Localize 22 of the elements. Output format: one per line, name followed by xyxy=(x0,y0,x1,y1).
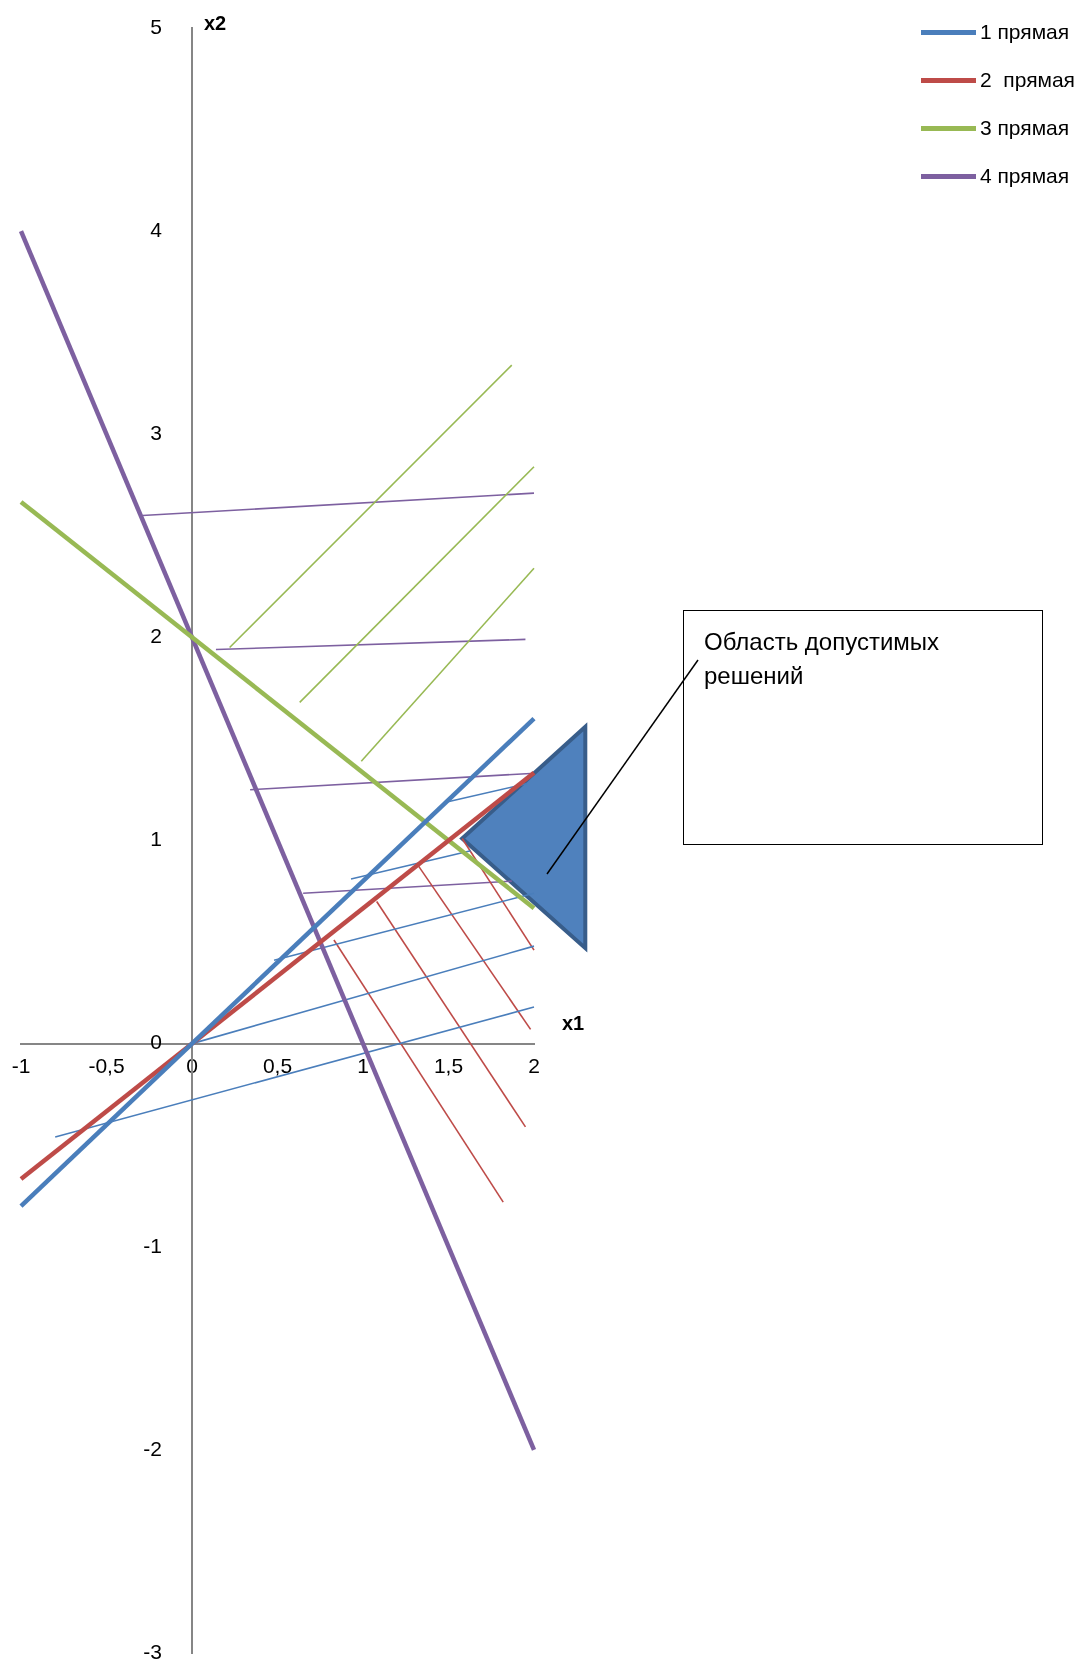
legend-label: 4 прямая xyxy=(978,163,1071,189)
y-tick-label: 3 xyxy=(150,421,162,445)
x-tick-label: 1 xyxy=(357,1054,369,1078)
y-tick-label: 2 xyxy=(150,624,162,648)
y-tick-label: 4 xyxy=(150,217,163,241)
y-tick-label: 5 xyxy=(150,14,162,38)
y-tick-label: -1 xyxy=(143,1233,162,1257)
x-axis-title: x1 xyxy=(562,1011,585,1034)
legend-label: 1 прямая xyxy=(978,19,1071,45)
legend-label: 2 прямая xyxy=(978,67,1075,93)
x-tick-label: 1,5 xyxy=(433,1054,464,1078)
x-tick-label: 2 xyxy=(528,1054,540,1078)
text: Область допустимых решений xyxy=(683,610,1043,845)
y-tick-label: 1 xyxy=(150,827,162,851)
y-axis-title: x2 xyxy=(204,12,227,34)
x-tick-label: -0,5 xyxy=(88,1054,125,1078)
y-tick-label: -3 xyxy=(143,1639,162,1663)
legend-label: 3 прямая xyxy=(978,115,1071,141)
y-tick-label: 0 xyxy=(150,1030,162,1054)
x-tick-label: 0,5 xyxy=(262,1054,293,1078)
y-tick-label: -2 xyxy=(143,1436,162,1460)
x-tick-label: -1 xyxy=(11,1054,31,1078)
